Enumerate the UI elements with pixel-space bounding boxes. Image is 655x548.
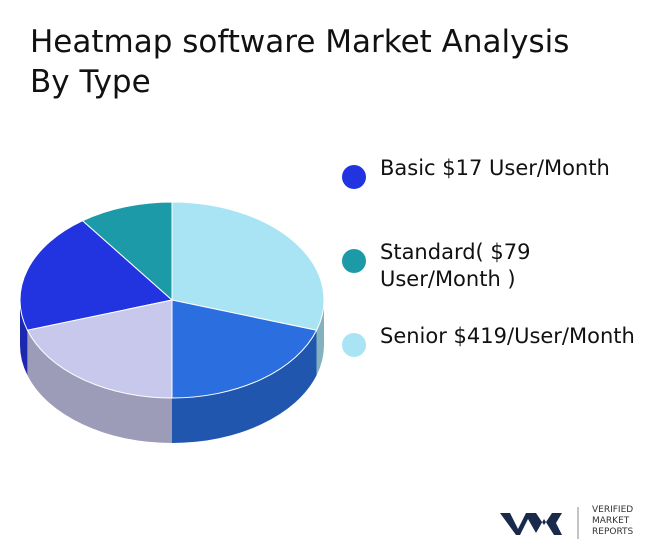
logo-text: VERIFIED MARKET REPORTS: [592, 505, 634, 537]
pie-slice: [81, 201, 173, 302]
legend-item: Senior $419/User/Month: [340, 323, 640, 377]
legend-label: Standard( $79 User/Month ): [380, 240, 531, 291]
logo-mark: [500, 507, 579, 539]
pie-slice: [26, 299, 173, 399]
chart-title: Heatmap software Market Analysis By Type: [30, 24, 570, 100]
pie-slice: [19, 220, 174, 331]
pie-slice: [171, 299, 318, 399]
legend-item: Basic $17 User/Month: [340, 155, 640, 209]
logo-shape: [500, 513, 562, 535]
logo: VERIFIED MARKET REPORTS: [500, 505, 640, 541]
legend: Basic $17 User/Month Standard( $79 User/M…: [340, 155, 640, 407]
legend-label: Senior $419/User/Month: [380, 324, 635, 348]
pie-slice: [171, 201, 325, 331]
pie-chart: [19, 201, 325, 443]
legend-swatch: [342, 249, 366, 273]
legend-swatch: [342, 333, 366, 357]
slice-side: [20, 300, 28, 376]
legend-swatch: [342, 165, 366, 189]
legend-label: Basic $17 User/Month: [380, 156, 610, 180]
slice-side: [316, 300, 324, 376]
legend-item: Standard( $79 User/Month ): [340, 239, 640, 293]
